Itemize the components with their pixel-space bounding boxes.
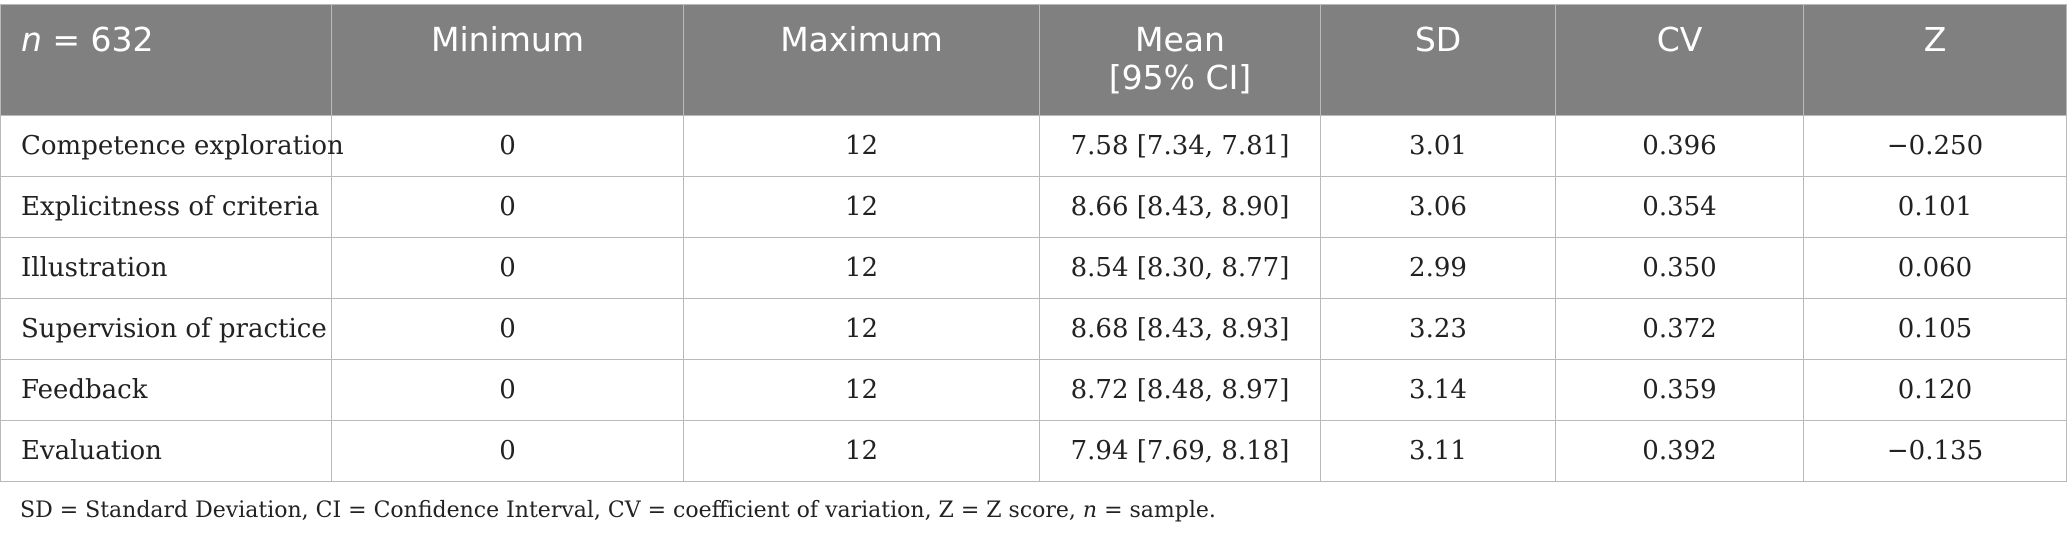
cell-mean-ci: 8.72 [8.48, 8.97] xyxy=(1039,359,1321,421)
cell-maximum: 12 xyxy=(683,237,1040,299)
header-sample-size: n = 632 xyxy=(0,4,332,116)
table-row: Competence exploration 0 12 7.58 [7.34, … xyxy=(0,115,2067,177)
row-label: Feedback xyxy=(0,359,332,421)
cell-cv: 0.372 xyxy=(1555,298,1804,360)
header-maximum: Maximum xyxy=(683,4,1040,116)
cell-mean-ci: 8.66 [8.43, 8.90] xyxy=(1039,176,1321,238)
cell-minimum: 0 xyxy=(331,176,684,238)
row-label: Evaluation xyxy=(0,420,332,482)
header-n-symbol: n xyxy=(21,20,42,59)
header-cv: CV xyxy=(1555,4,1804,116)
cell-minimum: 0 xyxy=(331,115,684,177)
cell-maximum: 12 xyxy=(683,298,1040,360)
descriptive-stats-table: n = 632 Minimum Maximum Mean [95% CI] SD … xyxy=(0,4,2067,482)
header-row: n = 632 Minimum Maximum Mean [95% CI] SD … xyxy=(0,4,2067,116)
table-row: Illustration 0 12 8.54 [8.30, 8.77] 2.99… xyxy=(0,237,2067,299)
table-row: Explicitness of criteria 0 12 8.66 [8.43… xyxy=(0,176,2067,238)
cell-mean-ci: 8.68 [8.43, 8.93] xyxy=(1039,298,1321,360)
header-z: Z xyxy=(1803,4,2067,116)
cell-sd: 3.06 xyxy=(1320,176,1556,238)
cell-maximum: 12 xyxy=(683,359,1040,421)
row-label: Illustration xyxy=(0,237,332,299)
table-row: Feedback 0 12 8.72 [8.48, 8.97] 3.14 0.3… xyxy=(0,359,2067,421)
table-footnote: SD = Standard Deviation, CI = Confidence… xyxy=(20,498,1216,523)
cell-minimum: 0 xyxy=(331,298,684,360)
cell-maximum: 12 xyxy=(683,115,1040,177)
cell-maximum: 12 xyxy=(683,176,1040,238)
cell-mean-ci: 7.58 [7.34, 7.81] xyxy=(1039,115,1321,177)
header-mean-ci: Mean [95% CI] xyxy=(1039,4,1321,116)
cell-sd: 3.14 xyxy=(1320,359,1556,421)
footnote-n-symbol: n xyxy=(1082,498,1098,523)
row-label: Explicitness of criteria xyxy=(0,176,332,238)
cell-z: −0.135 xyxy=(1803,420,2067,482)
header-mean-label: Mean xyxy=(1135,20,1225,59)
cell-sd: 2.99 xyxy=(1320,237,1556,299)
cell-z: 0.101 xyxy=(1803,176,2067,238)
cell-z: 0.060 xyxy=(1803,237,2067,299)
cell-mean-ci: 8.54 [8.30, 8.77] xyxy=(1039,237,1321,299)
footnote-abbreviations: SD = Standard Deviation, CI = Confidence… xyxy=(20,498,1083,523)
header-sd: SD xyxy=(1320,4,1556,116)
cell-minimum: 0 xyxy=(331,359,684,421)
footnote-n-definition: = sample. xyxy=(1097,498,1216,523)
row-label: Competence exploration xyxy=(0,115,344,177)
table-row: Supervision of practice 0 12 8.68 [8.43,… xyxy=(0,298,2067,360)
table-row: Evaluation 0 12 7.94 [7.69, 8.18] 3.11 0… xyxy=(0,420,2067,482)
cell-z: 0.105 xyxy=(1803,298,2067,360)
cell-minimum: 0 xyxy=(331,420,684,482)
row-label: Supervision of practice xyxy=(0,298,332,360)
cell-cv: 0.392 xyxy=(1555,420,1804,482)
cell-sd: 3.11 xyxy=(1320,420,1556,482)
cell-sd: 3.01 xyxy=(1320,115,1556,177)
cell-maximum: 12 xyxy=(683,420,1040,482)
cell-cv: 0.350 xyxy=(1555,237,1804,299)
header-n-value: = 632 xyxy=(41,20,154,59)
cell-sd: 3.23 xyxy=(1320,298,1556,360)
cell-minimum: 0 xyxy=(331,237,684,299)
cell-z: −0.250 xyxy=(1803,115,2067,177)
cell-cv: 0.359 xyxy=(1555,359,1804,421)
cell-cv: 0.354 xyxy=(1555,176,1804,238)
cell-mean-ci: 7.94 [7.69, 8.18] xyxy=(1039,420,1321,482)
cell-cv: 0.396 xyxy=(1555,115,1804,177)
header-ci-label: [95% CI] xyxy=(1108,58,1252,97)
cell-z: 0.120 xyxy=(1803,359,2067,421)
header-minimum: Minimum xyxy=(331,4,684,116)
